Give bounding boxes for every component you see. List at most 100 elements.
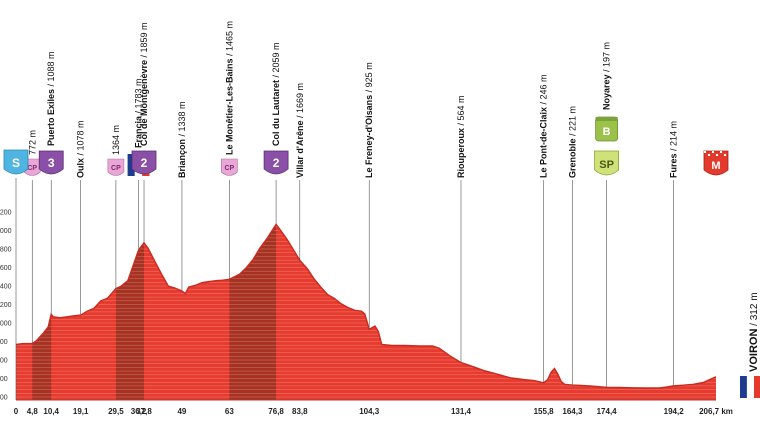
km-tick-label: 164,3 xyxy=(562,407,583,416)
waypoint-name: Riouperoux xyxy=(456,128,466,178)
category-badge xyxy=(131,150,157,175)
category-badge xyxy=(38,150,64,175)
waypoint-name: Puerto Exiles xyxy=(46,89,56,146)
waypoint-label: Le Freney-d'Oisans / 925 m xyxy=(364,62,374,178)
waypoint-name: Briançon xyxy=(177,139,187,178)
checkpoint-badge-label: CP xyxy=(27,165,37,172)
waypoint-altitude: / 2059 m xyxy=(271,42,281,80)
waypoint-16: Fures / 214 m xyxy=(669,121,679,386)
waypoint-3: Oulx / 1078 m xyxy=(76,120,86,316)
waypoint-altitude: 1364 m xyxy=(111,125,121,155)
waypoint-7: Briançon / 1338 m xyxy=(177,101,187,292)
y-tick-label: 2200 xyxy=(0,209,12,216)
checkpoint-badge xyxy=(107,158,125,176)
checkpoint-badge xyxy=(221,158,238,176)
waypoint-label: Fures / 214 m xyxy=(669,121,679,178)
sprint-badge xyxy=(594,150,620,176)
km-tick-label: 29,5 xyxy=(108,407,124,416)
waypoint-14: Grenoble / 221 m xyxy=(567,106,577,386)
waypoint-10: Villar d'Arêne / 1669 m xyxy=(295,83,305,261)
waypoint-label: Col du Lautaret / 2059 m xyxy=(271,42,281,146)
bonus-badge-top xyxy=(595,117,618,121)
waypoint-name: Oulx xyxy=(76,158,86,178)
waypoint-label: Francia / 1783 m xyxy=(134,78,144,148)
checkpoint-badge-label: CP xyxy=(224,165,234,172)
checkpoint-badge-label: CP xyxy=(111,165,121,172)
waypoint-name: Grenoble xyxy=(567,138,577,178)
waypoint-altitude: / 1078 m xyxy=(76,120,86,158)
y-tick-label: 1800 xyxy=(0,246,12,253)
waypoint-name: Francia xyxy=(134,115,144,148)
start-badge xyxy=(3,149,29,175)
waypoint-altitude: / 1859 m xyxy=(139,22,149,60)
finish-checker xyxy=(716,154,718,156)
waypoint-altitude: / 1669 m xyxy=(295,83,305,121)
waypoint-altitude: / 1088 m xyxy=(46,51,56,89)
finish-flag-white xyxy=(746,375,755,399)
waypoint-name: Col du Lautaret xyxy=(271,80,281,146)
km-tick-label: 4,8 xyxy=(27,407,39,416)
finish-flag-blue xyxy=(740,376,747,398)
waypoint-name: Col de Montgenèvre xyxy=(139,60,149,146)
finish-label: VOIRON / 312 m xyxy=(748,292,760,372)
waypoint-13: Le Pont-de-Claix / 246 m xyxy=(539,74,549,383)
waypoint-label: Le Pont-de-Claix / 246 m xyxy=(539,74,549,178)
waypoint-altitude: / 1783 m xyxy=(134,78,144,116)
sprint-badge-label: SP xyxy=(599,159,614,171)
waypoint-altitude: / 1338 m xyxy=(177,101,187,139)
finish-badge xyxy=(703,150,729,176)
flag-blue xyxy=(127,154,135,176)
waypoint-label: Col de Montgenèvre / 1859 m xyxy=(139,22,149,146)
profile-area xyxy=(16,224,716,400)
waypoint-15: SP B Noyarey / 197 m xyxy=(594,42,620,388)
y-tick-label: 800 xyxy=(0,339,8,346)
km-tick-label: 49 xyxy=(177,407,186,416)
km-tick-label: 83,8 xyxy=(292,407,308,416)
waypoint-label: Riouperoux / 564 m xyxy=(456,95,466,178)
finish-flag-red xyxy=(754,376,760,398)
finish-checker xyxy=(704,151,706,153)
waypoint-9: 2 Col du Lautaret / 2059 m xyxy=(263,42,289,225)
finish-marker: M xyxy=(703,150,729,176)
waypoint-label: 1364 m xyxy=(111,125,121,155)
km-tick-label: 63 xyxy=(225,407,234,416)
km-tick-label: 10,4 xyxy=(43,407,59,416)
waypoint-8: CP Le Monêtier-Les-Bains / 1465 m xyxy=(221,21,238,280)
waypoint-label: Villar d'Arêne / 1669 m xyxy=(295,83,305,178)
waypoint-altitude: / 564 m xyxy=(456,95,466,128)
finish-badge-label: M xyxy=(711,160,720,172)
waypoint-label: Le Monêtier-Les-Bains / 1465 m xyxy=(224,21,234,155)
y-tick-label: 400 xyxy=(0,376,8,383)
bonus-badge-label: B xyxy=(603,126,611,138)
climb-segment-1 xyxy=(32,314,52,400)
finish-checker xyxy=(712,151,714,153)
climb-segment-3 xyxy=(229,224,277,400)
start-marker: S xyxy=(3,149,29,400)
profile-outline xyxy=(15,223,717,389)
waypoint-altitude: / 1465 m xyxy=(224,21,234,59)
y-tick-label: 1000 xyxy=(0,320,12,327)
waypoint-name: Fures xyxy=(669,153,679,178)
waypoint-altitude: / 221 m xyxy=(567,106,577,139)
waypoint-label: Noyarey / 197 m xyxy=(602,42,612,110)
km-tick-label: 131,4 xyxy=(451,407,472,416)
waypoint-altitude: / 197 m xyxy=(602,42,612,75)
km-tick-label: 76,8 xyxy=(268,407,284,416)
finish-checker xyxy=(720,151,722,153)
waypoint-label: 772 m xyxy=(27,130,37,155)
category-badge xyxy=(263,150,289,175)
km-tick-label: 104,3 xyxy=(359,407,380,416)
waypoint-4: CP 1364 m xyxy=(107,125,125,289)
waypoint-name: Villar d'Arêne xyxy=(295,121,305,179)
y-tick-label: 1400 xyxy=(0,283,12,290)
waypoint-2: 3 Puerto Exiles / 1088 m xyxy=(38,51,64,315)
finish-altitude: / 312 m xyxy=(749,292,760,328)
km-tick-label: 37,8 xyxy=(136,407,152,416)
km-tick-label: 0 xyxy=(14,407,19,416)
category-badge-label: 2 xyxy=(141,156,148,170)
km-tick-label: 19,1 xyxy=(73,407,89,416)
waypoint-12: Riouperoux / 564 m xyxy=(456,95,466,363)
